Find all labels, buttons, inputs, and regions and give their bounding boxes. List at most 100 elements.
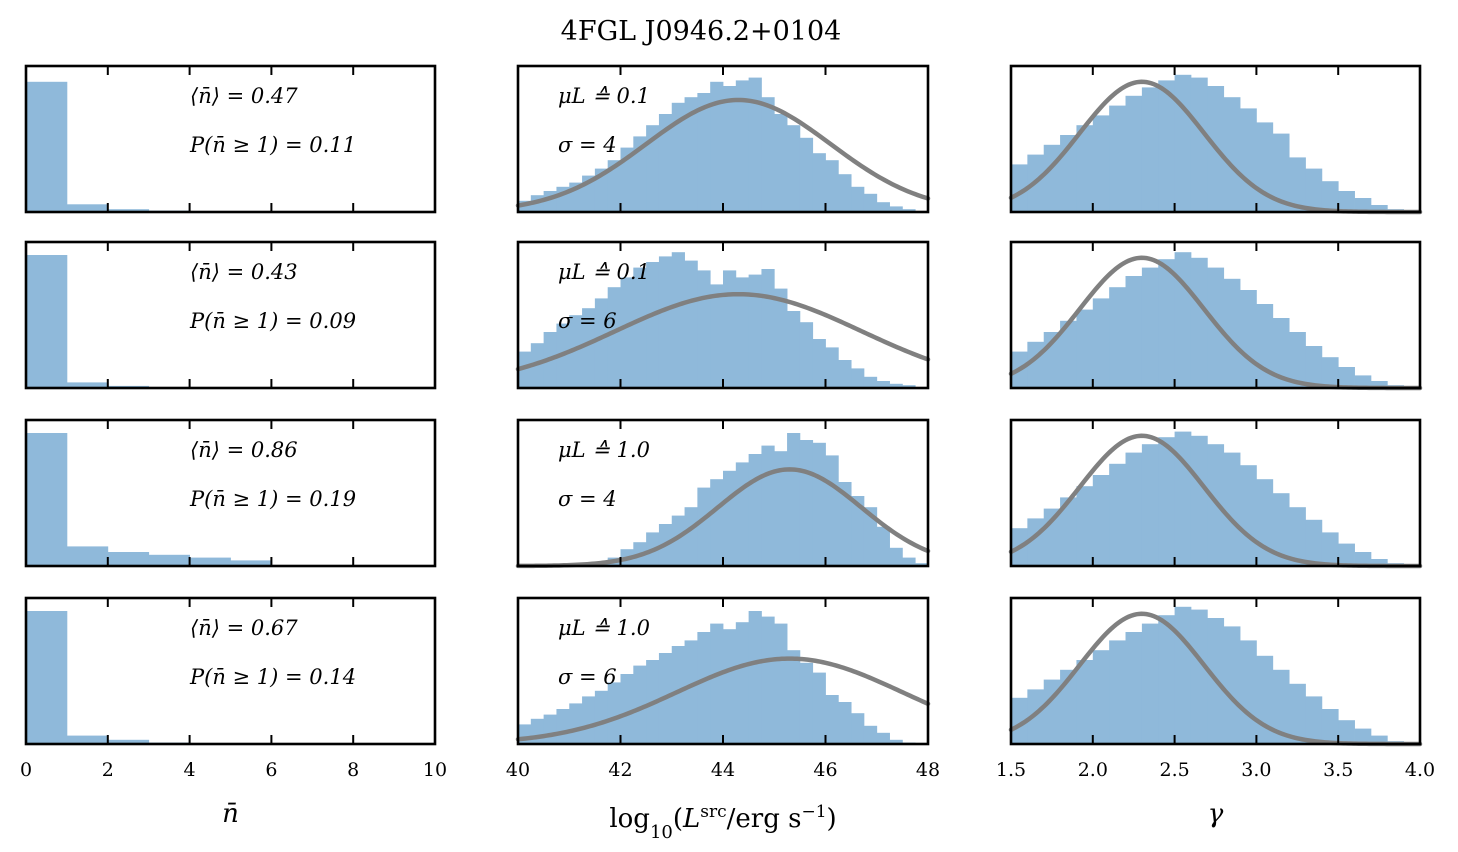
hist-bar bbox=[799, 137, 814, 212]
hist-bar bbox=[1060, 669, 1077, 744]
hist-bar bbox=[863, 725, 878, 744]
annotation-prob: P(n̄ ≥ 1) = 0.19 bbox=[189, 487, 356, 511]
hist-bar bbox=[1223, 278, 1241, 388]
hist-bar bbox=[1092, 115, 1110, 212]
subplot-gamma-1 bbox=[1008, 64, 1423, 215]
hist-bar bbox=[684, 97, 698, 212]
hist-bar bbox=[518, 351, 532, 388]
hist-bar bbox=[710, 479, 724, 566]
hist-bar bbox=[838, 482, 852, 566]
hist-bar bbox=[710, 284, 724, 388]
hist-bar bbox=[1109, 287, 1126, 388]
hist-bar bbox=[633, 136, 647, 212]
subplot-gamma-3 bbox=[1008, 418, 1423, 569]
hist-bar bbox=[799, 440, 814, 566]
hist-bar bbox=[799, 322, 814, 388]
hist-bar bbox=[915, 563, 929, 566]
hist-bar bbox=[26, 255, 68, 388]
hist-bar bbox=[1272, 133, 1290, 212]
annotation-prob: P(n̄ ≥ 1) = 0.09 bbox=[189, 309, 356, 333]
hist-bar bbox=[825, 455, 839, 566]
hist-bar bbox=[735, 80, 750, 213]
x-tick-label: 4 bbox=[184, 759, 196, 781]
hist-bar bbox=[1370, 381, 1388, 388]
hist-bar bbox=[684, 260, 698, 388]
hist-bar bbox=[710, 623, 724, 744]
x-tick-label: 46 bbox=[813, 759, 837, 781]
subplot-L-2: μL ≙ 0.1 σ = 6 bbox=[515, 240, 931, 390]
hist-bar bbox=[799, 662, 814, 744]
hist-bar bbox=[607, 682, 621, 744]
fit-curve bbox=[515, 97, 931, 208]
hist-bar bbox=[1354, 552, 1372, 566]
annotation-mean: ⟨n̄⟩ = 0.43 bbox=[190, 260, 298, 284]
hist-bar bbox=[66, 735, 109, 744]
hist-bar bbox=[1092, 650, 1110, 744]
hist-bar bbox=[148, 554, 190, 566]
hist-bar bbox=[876, 202, 890, 212]
hist-bar bbox=[189, 557, 231, 566]
annotation-prob: P(n̄ ≥ 1) = 0.14 bbox=[189, 665, 356, 689]
hist-bar bbox=[1190, 77, 1208, 212]
hist-bar bbox=[748, 611, 762, 744]
subplot-grid: ⟨n̄⟩ = 0.47 P(n̄ ≥ 1) = 0.11 ⟨n̄⟩ = 0.43 P(… bbox=[20, 64, 1435, 843]
hist-bar bbox=[1027, 689, 1045, 744]
annotation-prob: σ = 6 bbox=[558, 309, 617, 333]
hist-bar bbox=[902, 385, 916, 388]
subplot-gamma-4 bbox=[1008, 596, 1423, 747]
hist-bar bbox=[1158, 437, 1175, 566]
hist-bar bbox=[889, 383, 903, 388]
x-tick-label: 2.0 bbox=[1078, 759, 1108, 781]
x-axis-label: γ bbox=[1208, 799, 1224, 829]
subplot-gamma-2 bbox=[1008, 240, 1423, 391]
hist-bar bbox=[1289, 507, 1306, 566]
x-tick-label: 48 bbox=[916, 759, 940, 781]
hist-bar bbox=[812, 153, 826, 212]
axes-frame bbox=[1009, 64, 1422, 214]
hist-bar bbox=[863, 376, 878, 388]
axes-frame bbox=[24, 596, 437, 746]
hist-bar bbox=[825, 347, 839, 388]
hist-bar bbox=[107, 739, 150, 744]
annotation-mean: μL ≙ 0.1 bbox=[558, 84, 650, 108]
hist-bar bbox=[569, 703, 583, 744]
hist-bar bbox=[1256, 304, 1274, 388]
hist-bar bbox=[761, 269, 775, 388]
x-tick-label: 1.5 bbox=[996, 759, 1026, 781]
hist-bar bbox=[1370, 559, 1388, 566]
hist-bar bbox=[761, 97, 775, 212]
hist-bar bbox=[1174, 252, 1192, 388]
hist-bar bbox=[569, 315, 583, 388]
hist-bar bbox=[594, 298, 609, 388]
hist-bar bbox=[1141, 267, 1159, 388]
hist-bar bbox=[1272, 318, 1290, 388]
annotation-prob: σ = 6 bbox=[558, 665, 617, 689]
hist-bar bbox=[1272, 493, 1290, 566]
hist-bar bbox=[851, 186, 865, 212]
hist-bar bbox=[838, 360, 852, 388]
hist-bar bbox=[633, 665, 647, 744]
x-tick-label: 4.0 bbox=[1405, 759, 1435, 781]
x-tick-label: 8 bbox=[347, 759, 359, 781]
annotation-mean: μL ≙ 0.1 bbox=[558, 260, 650, 284]
hist-bar bbox=[1272, 669, 1290, 744]
hist-bar bbox=[1305, 346, 1323, 388]
hist-bar bbox=[594, 690, 609, 744]
hist-bar bbox=[735, 462, 750, 566]
x-tick-label: 0 bbox=[20, 759, 32, 781]
hist-bar bbox=[697, 632, 711, 744]
hist-bar bbox=[1125, 632, 1143, 744]
x-tick-label: 3.5 bbox=[1323, 759, 1353, 781]
hist-bar bbox=[863, 193, 878, 212]
hist-bar bbox=[838, 702, 852, 744]
annotation-mean: μL ≙ 1.0 bbox=[558, 616, 650, 640]
hist-bar bbox=[876, 732, 890, 744]
hist-bar bbox=[876, 381, 890, 388]
hist-bar bbox=[748, 77, 762, 212]
hist-bar bbox=[646, 125, 660, 212]
hist-bar bbox=[889, 206, 903, 212]
x-tick-label: 2 bbox=[102, 759, 114, 781]
hist-bar bbox=[723, 629, 737, 744]
hist-bar bbox=[1076, 309, 1094, 388]
